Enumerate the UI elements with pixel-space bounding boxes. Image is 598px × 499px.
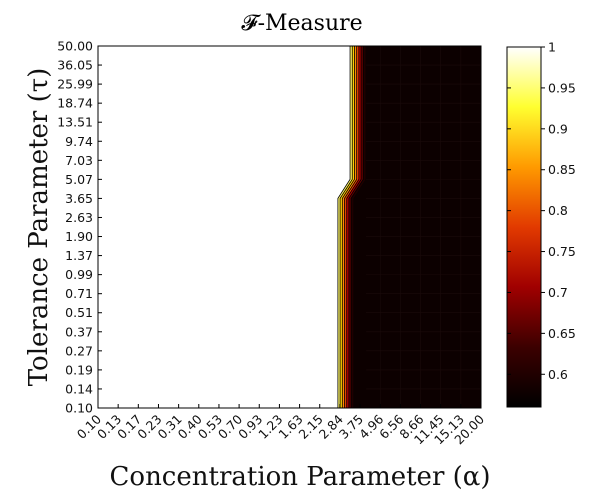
colorbar-tick-label: 0.65 [548, 326, 576, 341]
y-tick-label: 13.51 [57, 115, 93, 130]
colorbar-tick-label: 0.95 [548, 80, 576, 95]
colorbar [506, 46, 542, 408]
colorbar-tick-label: 0.9 [548, 121, 568, 136]
y-tick-label: 9.74 [65, 134, 93, 149]
y-axis-ticks: 0.10 0.14 0.19 0.27 0.37 0.51 0.71 0.99 1.37 1.90… [57, 39, 102, 416]
heatmap-body [98, 46, 481, 408]
y-tick-label: 0.37 [65, 324, 93, 339]
y-tick-label: 0.27 [65, 343, 93, 358]
y-tick-label: 0.51 [65, 305, 93, 320]
y-axis-label: Tolerance Parameter (τ) [24, 68, 54, 387]
colorbar-tick-label: 0.8 [548, 203, 568, 218]
y-tick-label: 36.05 [57, 58, 93, 73]
colorbar-tick-label: 0.6 [548, 367, 568, 382]
colorbar-tick-label: 0.75 [548, 244, 576, 259]
colorbar-tick-label: 1 [548, 40, 556, 55]
plot-frame [97, 45, 482, 409]
y-tick-label: 1.37 [65, 248, 93, 263]
x-axis-label: Concentration Parameter (α) [110, 462, 491, 492]
colorbar-tick-label: 0.7 [548, 285, 568, 300]
y-tick-label: 0.10 [65, 401, 93, 416]
y-tick-label: 3.65 [65, 191, 93, 206]
y-tick-label: 1.90 [65, 229, 93, 244]
y-tick-label: 0.99 [65, 267, 93, 282]
y-tick-label: 50.00 [57, 39, 93, 54]
y-tick-label: 5.07 [65, 172, 93, 187]
y-tick-label: 2.63 [65, 210, 93, 225]
region-low-value [353, 46, 481, 408]
chart-title: 𝓕-Measure [241, 11, 362, 36]
y-tick-label: 18.74 [57, 96, 93, 111]
x-axis-ticks: 0.100.130.170.230.310.400.530.700.931.23… [74, 404, 487, 447]
colorbar-ticks: 0.6 0.65 0.7 0.75 0.8 0.85 0.9 0.95 1 [507, 40, 576, 382]
y-tick-label: 25.99 [57, 77, 93, 92]
y-tick-label: 0.71 [65, 286, 93, 301]
y-tick-label: 0.19 [65, 362, 93, 377]
colorbar-tick-label: 0.85 [548, 162, 576, 177]
y-tick-label: 0.14 [65, 381, 93, 396]
y-tick-label: 7.03 [65, 153, 93, 168]
